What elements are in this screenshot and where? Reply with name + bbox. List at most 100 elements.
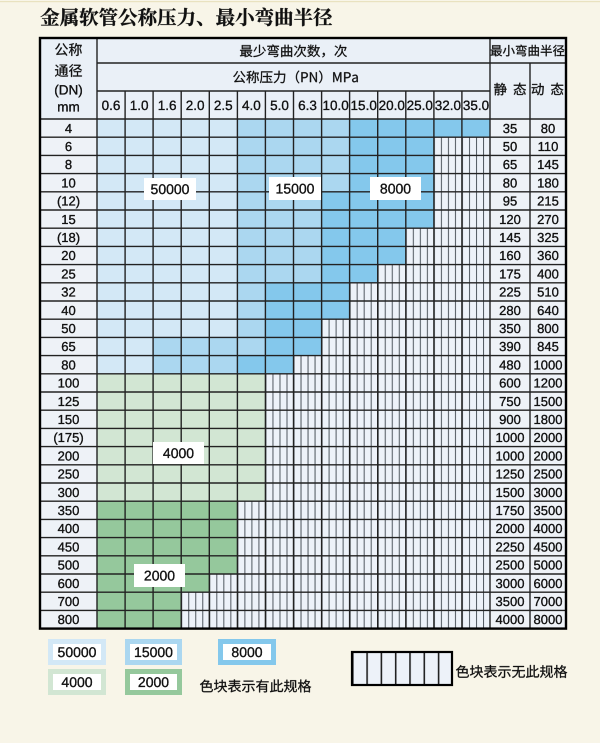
svg-text:1750: 1750 [496,503,525,518]
svg-text:50: 50 [61,321,75,336]
svg-text:1200: 1200 [534,376,563,391]
svg-text:6.3: 6.3 [298,98,317,113]
svg-text:2500: 2500 [496,558,525,573]
svg-text:125: 125 [58,394,80,409]
svg-text:3000: 3000 [534,485,563,500]
svg-text:200: 200 [58,448,80,463]
svg-text:80: 80 [541,121,555,136]
svg-text:900: 900 [499,412,521,427]
svg-text:180: 180 [537,175,559,190]
svg-text:1000: 1000 [496,448,525,463]
svg-text:15.0: 15.0 [351,98,377,113]
svg-text:(12): (12) [57,194,80,209]
svg-text:32: 32 [61,285,75,300]
svg-text:400: 400 [537,266,559,281]
svg-text:500: 500 [58,558,80,573]
svg-text:2000: 2000 [534,430,563,445]
svg-text:35: 35 [503,121,517,136]
svg-text:65: 65 [61,339,75,354]
svg-text:10: 10 [61,175,75,190]
svg-text:8000: 8000 [380,181,411,197]
svg-text:750: 750 [499,394,521,409]
svg-text:270: 270 [537,212,559,227]
svg-text:325: 325 [537,230,559,245]
svg-text:2.5: 2.5 [214,98,233,113]
svg-text:160: 160 [499,248,521,263]
svg-text:2.0: 2.0 [186,98,205,113]
svg-text:225: 225 [499,285,521,300]
svg-text:1800: 1800 [534,412,563,427]
svg-text:4000: 4000 [163,445,194,461]
svg-text:0.6: 0.6 [102,98,121,113]
svg-text:3500: 3500 [534,503,563,518]
svg-text:390: 390 [499,339,521,354]
svg-text:50: 50 [503,139,517,154]
svg-text:450: 450 [58,539,80,554]
svg-text:3000: 3000 [496,576,525,591]
svg-text:3500: 3500 [496,594,525,609]
svg-text:120: 120 [499,212,521,227]
svg-text:80: 80 [503,175,517,190]
svg-text:100: 100 [58,376,80,391]
svg-text:1.6: 1.6 [158,98,177,113]
svg-text:25.0: 25.0 [407,98,433,113]
svg-text:215: 215 [537,194,559,209]
svg-text:(DN): (DN) [54,82,83,97]
svg-text:1000: 1000 [534,357,563,372]
svg-text:2500: 2500 [534,467,563,482]
svg-text:350: 350 [58,503,80,518]
svg-text:10.0: 10.0 [322,98,348,113]
svg-text:145: 145 [499,230,521,245]
svg-text:150: 150 [58,412,80,427]
svg-text:80: 80 [61,357,75,372]
svg-text:6000: 6000 [534,576,563,591]
svg-text:8000: 8000 [231,644,262,660]
svg-text:400: 400 [58,521,80,536]
svg-text:15000: 15000 [134,644,173,660]
svg-text:2000: 2000 [144,568,175,584]
svg-text:1250: 1250 [496,467,525,482]
svg-text:50000: 50000 [151,181,190,197]
svg-text:25: 25 [61,266,75,281]
svg-text:350: 350 [499,321,521,336]
svg-text:65: 65 [503,157,517,172]
svg-text:mm: mm [57,99,80,114]
svg-text:1500: 1500 [534,394,563,409]
svg-text:4000: 4000 [534,521,563,536]
svg-text:95: 95 [503,194,517,209]
svg-text:2000: 2000 [138,674,169,690]
svg-text:2000: 2000 [496,521,525,536]
svg-text:845: 845 [537,339,559,354]
svg-text:40: 40 [61,303,75,318]
svg-text:4.0: 4.0 [242,98,261,113]
svg-text:700: 700 [58,594,80,609]
svg-text:480: 480 [499,357,521,372]
svg-text:4: 4 [65,121,72,136]
svg-text:2000: 2000 [534,448,563,463]
svg-text:6: 6 [65,139,72,154]
svg-text:640: 640 [537,303,559,318]
svg-text:8: 8 [65,157,72,172]
svg-text:1.0: 1.0 [130,98,149,113]
svg-text:5000: 5000 [534,558,563,573]
svg-text:4500: 4500 [534,539,563,554]
svg-text:4000: 4000 [496,612,525,627]
svg-text:7000: 7000 [534,594,563,609]
svg-text:145: 145 [537,157,559,172]
svg-text:1500: 1500 [496,485,525,500]
svg-text:35.0: 35.0 [463,98,489,113]
svg-text:(175): (175) [53,430,83,445]
svg-text:800: 800 [537,321,559,336]
svg-text:280: 280 [499,303,521,318]
svg-text:5.0: 5.0 [270,98,289,113]
svg-text:15000: 15000 [276,181,315,197]
svg-text:175: 175 [499,266,521,281]
svg-text:300: 300 [58,485,80,500]
svg-text:800: 800 [58,612,80,627]
svg-text:15: 15 [61,212,75,227]
svg-text:360: 360 [537,248,559,263]
svg-text:510: 510 [537,285,559,300]
svg-text:600: 600 [499,376,521,391]
svg-text:110: 110 [538,139,559,154]
svg-text:1000: 1000 [496,430,525,445]
